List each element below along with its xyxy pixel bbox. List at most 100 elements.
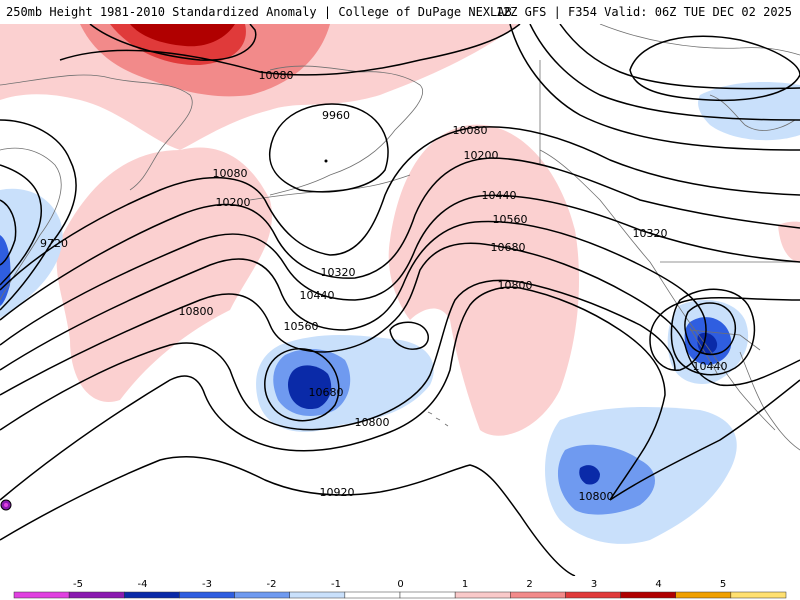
contour-hudson-low [629,35,800,102]
coastline-russia [0,74,193,191]
colorbar-tick-label: 1 [462,579,468,590]
colorbar: -5 -4 -3 -2 -1 0 1 2 3 4 5 [0,576,800,600]
contour-label: 10320 [321,266,356,279]
height-contours [0,24,800,576]
coastline-kamchatka [0,147,62,301]
contour-10080-north [59,24,521,76]
map-panel: 10080 9960 10080 10200 10080 10200 9720 … [0,24,800,576]
anomaly-negative-hawaii-core [288,365,332,410]
colorbar-tick-label: 2 [526,579,532,590]
contour-label: 10680 [309,386,344,399]
contour-label: 10080 [213,167,248,180]
contour-label: 10800 [498,279,533,292]
contour-label: 9720 [40,237,68,250]
contour-west-low-3 [0,199,17,266]
colorbar-swatch [124,591,180,599]
colorbar-tick-label: 0 [397,579,403,590]
colorbar-tick-label: 5 [720,579,726,590]
hawaii-islands [427,411,449,427]
contour-10920-east [609,379,800,501]
contour-10800 [0,286,666,501]
contour-label: 10440 [482,189,517,202]
contour-label: 10800 [579,490,614,503]
map-title: 250mb Height 1981-2010 Standardized Anom… [6,5,512,19]
geography-outlines [0,24,800,451]
anomaly-negative-far-west [0,188,63,318]
anomaly-positive-central [388,124,580,436]
contour-10680-main [0,279,676,431]
contour-10320 [0,194,800,346]
contour-label: 10800 [355,416,390,429]
contour-label: 10800 [179,305,214,318]
contour-canada-3 [559,24,800,90]
colorbar-swatch [399,591,456,599]
colorbar-swatch [675,591,732,599]
contour-10920 [0,456,576,576]
colorbar-tick-label: 3 [591,579,597,590]
contour-label: 10200 [464,149,499,162]
colorbar-tick-label: -2 [267,579,277,590]
contour-label: 10200 [216,196,251,209]
contour-label: 10080 [259,69,294,82]
contour-canada-1 [509,24,800,151]
colorbar-tick-label: -1 [331,579,341,590]
header-bar: 250mb Height 1981-2010 Standardized Anom… [0,0,800,24]
colorbar-swatch [620,591,676,599]
coastline-alaska [269,65,423,196]
contour-baja-low-2 [670,288,756,376]
colorbar-swatch [510,591,566,599]
coastline-canada-north [599,24,800,56]
coastline-mexico [739,351,800,451]
colorbar-swatch [454,591,511,599]
contour-arctic-low [89,24,257,61]
colorbar-swatch [730,591,787,599]
colorbar-swatch [565,591,621,599]
model-run-info: 12Z GFS | F354 Valid: 06Z TUE DEC 02 202… [495,5,792,19]
anomaly-negative-hudson [698,82,800,141]
contour-west-low-1 [0,119,77,311]
anomaly-negative-south-mid [557,444,655,515]
contour-10440 [0,220,800,371]
contour-10680-loop [389,321,429,350]
contour-canada-2 [529,24,800,121]
low-center-dot [324,159,328,163]
contour-label: 10320 [633,227,668,240]
negative-anomaly-shading [0,82,800,544]
anomaly-negative-south-core [579,465,600,485]
contour-west-low-2 [0,164,42,286]
contour-label: 10440 [300,289,335,302]
contour-labels: 10080 9960 10080 10200 10080 10200 9720 … [40,69,728,503]
colorbar-swatch [234,591,290,599]
colorbar-tick-label: -5 [73,579,83,590]
colorbar-swatch [289,591,346,599]
coastline-north-america-west [539,149,776,431]
colorbar-swatch [68,591,125,599]
anomaly-positive-east-edge [778,221,800,262]
contour-label: 10440 [693,360,728,373]
contour-label: 10560 [493,213,528,226]
left-edge-marker [0,499,12,511]
colorbar-swatch [344,591,401,599]
colorbar-swatch [179,591,235,599]
contour-label: 9960 [322,109,350,122]
contour-9960-low [268,103,389,193]
colorbar-tick-labels: -5 -4 -3 -2 -1 0 1 2 3 4 5 [73,579,726,590]
contour-label: 10080 [453,124,488,137]
contour-10200 [0,157,800,321]
anomaly-positive-arctic-3 [130,24,235,47]
contour-label: 10920 [320,486,355,499]
contour-10560 [0,242,800,396]
coastline-hudson-bay [709,94,796,131]
contour-label: 10680 [491,241,526,254]
coastline-baja [689,327,719,376]
colorbar-tick-label: -3 [202,579,212,590]
colorbar-swatch [13,591,70,599]
contour-10080-w [0,126,800,291]
contour-10680-low [264,348,340,422]
colorbar-swatches [13,591,787,599]
colorbar-tick-label: 4 [655,579,661,590]
contour-label: 10560 [284,320,319,333]
contour-baja-low-1 [684,302,737,356]
colorbar-tick-label: -4 [138,579,148,590]
